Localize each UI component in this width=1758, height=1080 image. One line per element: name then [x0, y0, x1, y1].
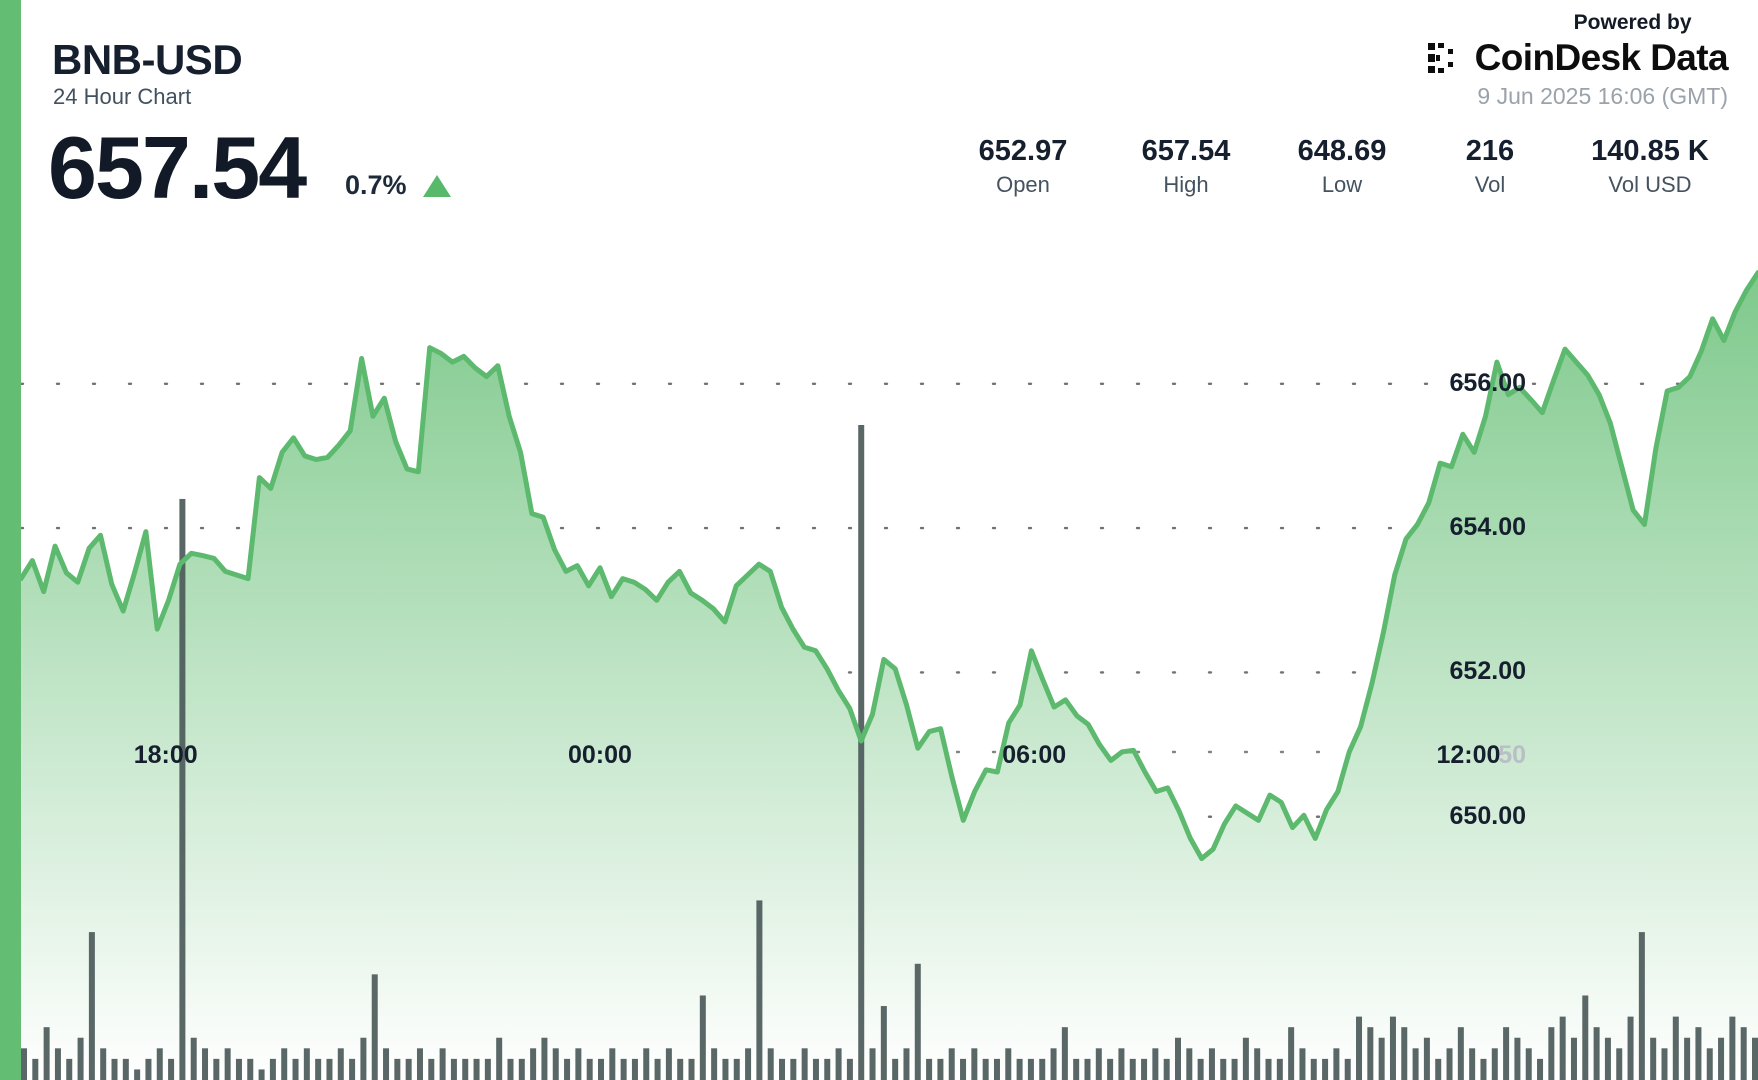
coindesk-logo-icon	[1427, 42, 1453, 73]
chart-subtitle: 24 Hour Chart	[53, 84, 192, 109]
x-axis-label: 06:00	[1002, 741, 1067, 769]
page-title: BNB-USD	[52, 36, 243, 83]
stat-open: 652.97 Open	[938, 135, 1108, 201]
brand-block: Powered by CoinDesk Data 9 Jun 2025 16:0…	[1426, 10, 1729, 110]
triangle-up-icon	[422, 174, 451, 197]
y-axis-label: 650.00	[1449, 801, 1526, 830]
stat-label: Open	[996, 172, 1050, 198]
price-change-percent: 0.7%	[345, 170, 407, 200]
current-price: 657.54	[48, 118, 307, 217]
stat-vol-usd: 140.85 K Vol USD	[1560, 135, 1740, 201]
y-axis-label: 652.00	[1449, 657, 1526, 686]
chart-header: BNB-USD 24 Hour Chart 657.54 0.7% Powere…	[0, 0, 1758, 250]
stat-low: 648.69 Low	[1264, 135, 1420, 201]
stat-high: 657.54 High	[1108, 135, 1264, 201]
brand-name: CoinDesk Data	[1474, 37, 1729, 79]
stat-label: High	[1163, 172, 1209, 198]
stat-value: 216	[1465, 135, 1515, 167]
stat-vol: 216 Vol	[1420, 135, 1560, 201]
brand-timestamp: 9 Jun 2025 16:06 (GMT)	[1477, 83, 1728, 110]
stat-label: Vol USD	[1608, 172, 1692, 198]
stat-value: 657.54	[1141, 135, 1231, 167]
stat-label: Low	[1321, 172, 1363, 198]
x-axis-label: 12:00	[1436, 741, 1501, 769]
powered-by-label: Powered by	[1573, 11, 1692, 34]
stat-value: 652.97	[978, 135, 1068, 167]
volume-axis-label: 50	[1498, 741, 1526, 769]
accent-rail	[0, 0, 21, 1080]
y-axis-label: 654.00	[1449, 513, 1526, 542]
y-axis-label: 656.00	[1449, 368, 1526, 397]
stat-value: 140.85 K	[1591, 135, 1709, 167]
chart-canvas	[21, 270, 1758, 1080]
price-chart[interactable]: 656.00 654.00 652.00 650.00 50 18:00 00:00 06:0…	[21, 225, 1758, 1080]
stat-label: Vol	[1474, 172, 1506, 198]
price-change-group: 0.7%	[345, 172, 451, 199]
stat-value: 648.69	[1297, 135, 1387, 167]
ohlcv-stats: 652.97 Open 657.54 High 648.69 Low 216 V…	[938, 135, 1740, 201]
x-axis-label: 18:00	[133, 741, 198, 769]
brand-logo-row: CoinDesk Data	[1426, 37, 1729, 79]
x-axis-label: 00:00	[567, 741, 632, 769]
